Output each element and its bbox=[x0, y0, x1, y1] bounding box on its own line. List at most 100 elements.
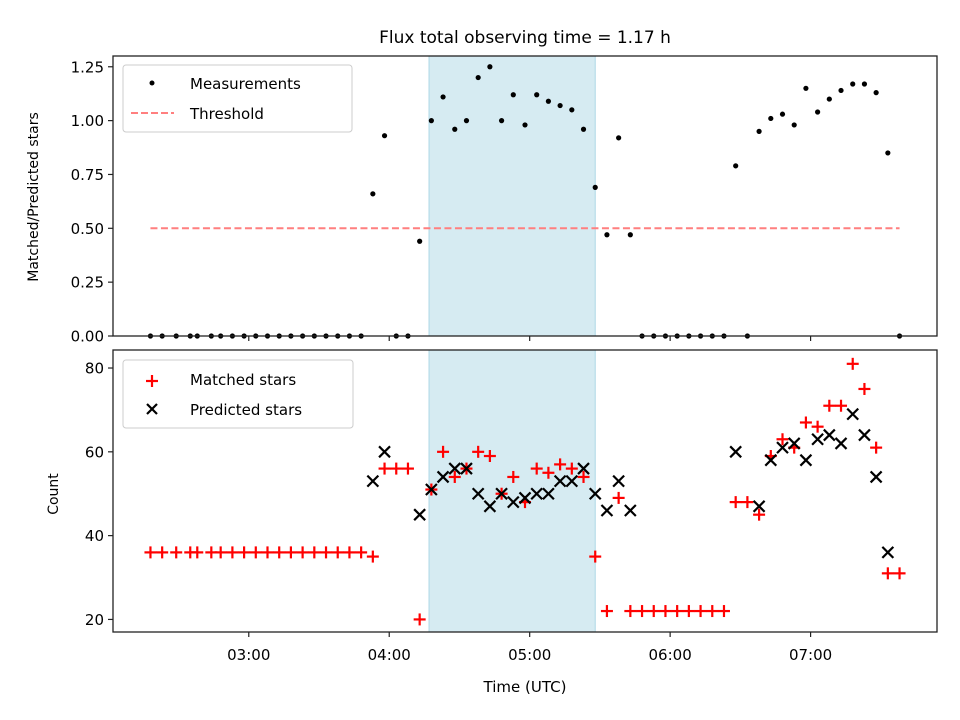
matched-star-point bbox=[343, 546, 356, 559]
predicted-star-point bbox=[858, 428, 871, 442]
predicted-star-point bbox=[553, 474, 567, 488]
matched-star-point bbox=[483, 450, 496, 463]
measurement-point bbox=[569, 107, 575, 113]
matched-star-point bbox=[624, 605, 637, 618]
top-x-ticks bbox=[248, 336, 812, 341]
measurement-point bbox=[733, 163, 739, 169]
matched-star-point bbox=[717, 605, 730, 618]
matched-star-point bbox=[331, 546, 344, 559]
matched-star-point bbox=[472, 445, 485, 458]
y-tick-label: 20 bbox=[85, 611, 104, 629]
predicted-star-point bbox=[495, 487, 508, 501]
matched-star-point bbox=[870, 441, 883, 454]
matched-star-point bbox=[846, 357, 859, 370]
matched-star-point bbox=[647, 605, 660, 618]
x-axis-label: Time (UTC) bbox=[483, 678, 567, 696]
measurement-point bbox=[616, 135, 622, 141]
matched-star-point bbox=[729, 496, 742, 509]
top-axes-frame bbox=[112, 55, 938, 337]
bottom-legend: Matched stars Predicted stars bbox=[122, 359, 354, 429]
matched-star-point bbox=[156, 546, 169, 559]
legend-matched-label: Matched stars bbox=[190, 371, 296, 389]
matched-star-point bbox=[261, 546, 274, 559]
predicted-star-point bbox=[823, 428, 836, 442]
predicted-star-point bbox=[869, 470, 883, 484]
predicted-star-point bbox=[600, 504, 614, 517]
measurement-point bbox=[592, 184, 598, 190]
predicted-star-point bbox=[588, 487, 602, 501]
predicted-star-point bbox=[776, 441, 789, 454]
matched-star-point bbox=[554, 458, 567, 471]
measurement-point bbox=[440, 94, 446, 100]
measurement-point bbox=[534, 92, 540, 98]
matched-star-point bbox=[214, 546, 227, 559]
measurement-point bbox=[381, 133, 388, 139]
predicted-star-point bbox=[507, 495, 520, 509]
chart-title: Flux total observing time = 1.17 h bbox=[379, 28, 671, 48]
matched-star-point bbox=[636, 605, 649, 618]
matched-star-point bbox=[530, 462, 543, 475]
matched-star-point bbox=[600, 605, 613, 618]
matched-star-point bbox=[881, 567, 894, 580]
measurement-point bbox=[803, 85, 809, 91]
matched-star-point bbox=[284, 546, 297, 559]
matched-star-point bbox=[320, 546, 333, 559]
legend-measurements-label: Measurements bbox=[190, 75, 301, 93]
predicted-star-point bbox=[834, 437, 848, 450]
predicted-star-point bbox=[530, 487, 543, 501]
measurement-point bbox=[475, 74, 481, 81]
measurement-point bbox=[452, 126, 458, 132]
matched-star-point bbox=[659, 605, 672, 618]
predicted-star-point bbox=[425, 483, 438, 496]
matched-star-point bbox=[694, 605, 707, 618]
legend-x-marker-icon bbox=[146, 403, 158, 415]
bottom-panel: 20 40 60 80 03:00 04:00 05:00 06:00 07:00 Count… bbox=[46, 349, 938, 696]
measurement-point bbox=[557, 102, 563, 109]
predicted-star-point bbox=[542, 487, 555, 501]
matched-star-point bbox=[366, 550, 379, 563]
matched-star-point bbox=[893, 567, 906, 580]
predicted-star-point bbox=[413, 508, 426, 521]
measurement-point bbox=[580, 126, 587, 132]
predicted-star-point bbox=[518, 491, 532, 505]
matched-star-point bbox=[776, 433, 789, 446]
bottom-y-ticks: 20 40 60 80 bbox=[85, 360, 113, 629]
measurement-point bbox=[838, 87, 844, 94]
predicted-star-point bbox=[460, 462, 473, 475]
matched-star-point bbox=[612, 491, 625, 504]
observing-span-bottom bbox=[428, 349, 596, 633]
predicted-star-point bbox=[846, 407, 860, 421]
matched-star-point bbox=[378, 462, 391, 475]
predicted-star-point bbox=[881, 546, 895, 559]
matched-star-point bbox=[413, 613, 426, 626]
measurement-point bbox=[417, 238, 423, 244]
predicted-star-point bbox=[811, 432, 824, 446]
predicted-star-point bbox=[799, 453, 813, 467]
top-panel: 0.00 0.25 0.50 0.75 1.00 1.25 Matched/Predict… bbox=[26, 55, 938, 346]
y-tick-label: 1.25 bbox=[71, 58, 104, 76]
top-legend: Measurements Threshold bbox=[122, 64, 353, 133]
predicted-star-point bbox=[729, 445, 742, 459]
matched-star-point bbox=[249, 546, 262, 559]
measurement-point bbox=[873, 90, 879, 96]
measurement-point bbox=[498, 118, 505, 124]
matched-star-point bbox=[741, 496, 754, 509]
x-tick-label: 04:00 bbox=[368, 646, 411, 664]
measurement-point bbox=[510, 92, 516, 98]
matched-star-point bbox=[170, 546, 183, 559]
matched-star-point bbox=[811, 420, 824, 433]
y-tick-label: 0.75 bbox=[71, 166, 104, 184]
predicted-star-point bbox=[378, 445, 391, 459]
predicted-star-point bbox=[565, 474, 579, 488]
predicted-star-point bbox=[764, 453, 778, 467]
predicted-star-point bbox=[752, 500, 766, 513]
matched-star-point bbox=[799, 416, 812, 429]
matched-star-point bbox=[390, 462, 403, 475]
measurement-point bbox=[850, 81, 856, 87]
measurement-point bbox=[545, 98, 552, 104]
matched-star-point bbox=[226, 546, 239, 559]
matched-star-point bbox=[671, 605, 684, 618]
legend-threshold-label: Threshold bbox=[189, 105, 264, 123]
y-tick-label: 0.50 bbox=[71, 220, 104, 238]
